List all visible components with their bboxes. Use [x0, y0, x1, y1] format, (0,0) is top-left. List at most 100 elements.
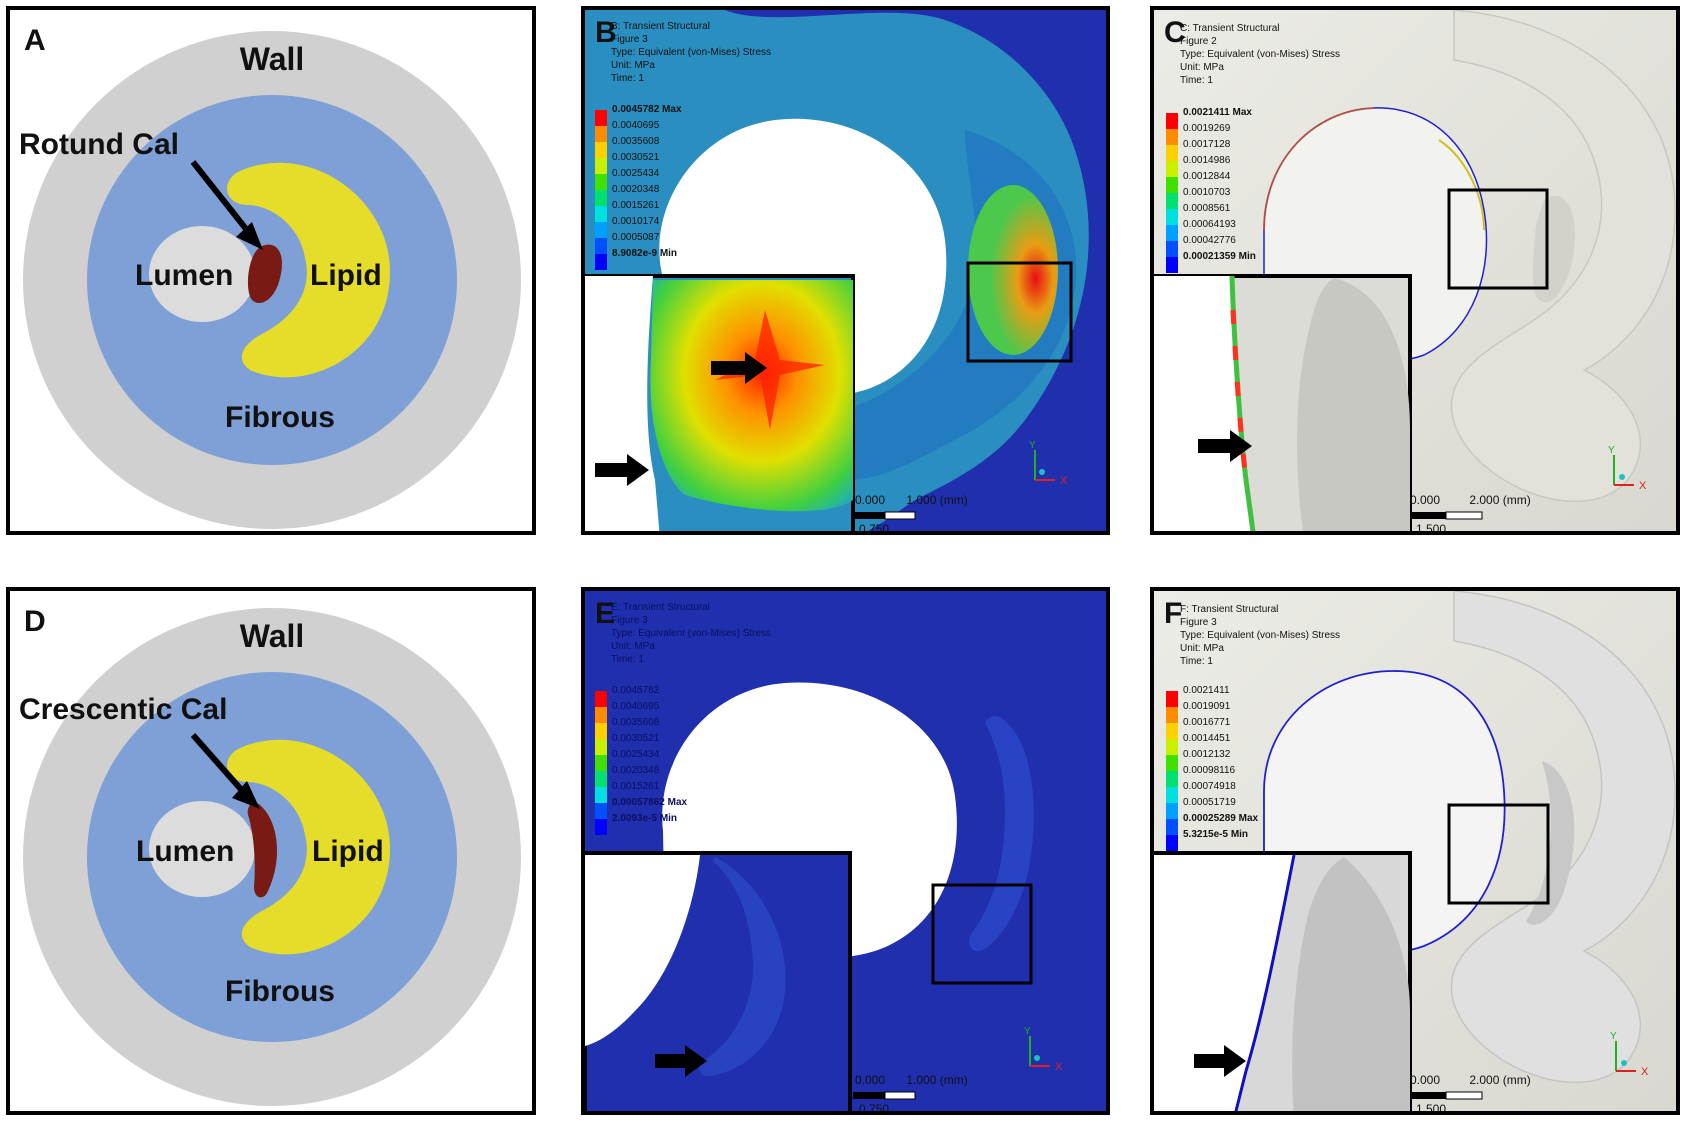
scale-labels-f: 0.000 2.000 (mm) [1410, 1073, 1531, 1087]
result-header-f: F: Transient Structural Figure 3 Type: E… [1180, 604, 1341, 667]
legend-swatch [1166, 241, 1178, 257]
label-calcium: Rotund Cal [19, 128, 179, 161]
legend-swatch [595, 174, 607, 190]
legend-label: 0.0030521 [612, 152, 660, 163]
scale-labels-e: 0.000 1.000 (mm) [855, 1073, 968, 1087]
legend-label: 0.0019269 [1183, 123, 1231, 134]
legend-swatch [1166, 723, 1178, 739]
panel-label-d: D [24, 605, 46, 638]
axis-triad [1619, 474, 1625, 480]
legend-swatch [1166, 145, 1178, 161]
fea-view-c: Y X [1154, 10, 1676, 531]
legend-swatch [595, 755, 607, 771]
fea-view-f: Y X [1154, 591, 1676, 1111]
legend-swatch [1166, 739, 1178, 755]
legend-label: 0.00098116 [1183, 765, 1236, 776]
lumen-region [149, 801, 255, 897]
scale-labels-c: 0.000 2.000 (mm) [1410, 493, 1531, 507]
legend-swatch [1166, 691, 1178, 707]
legend-swatch [595, 158, 607, 174]
legend-label: 0.0040695 [612, 120, 660, 131]
inset-stress-field [650, 280, 853, 512]
lumen-stress-edge [1263, 107, 1375, 231]
axis-y-label: Y [1608, 445, 1615, 456]
scale-bar [1410, 512, 1446, 519]
scale-mid-e: 0.750 [859, 1102, 890, 1115]
lumen-region [149, 226, 255, 322]
legend-swatch [1166, 755, 1178, 771]
legend-swatch [595, 819, 607, 835]
legend-swatch [1166, 771, 1178, 787]
legend-swatch [1166, 209, 1178, 225]
legend-label: 0.00025289 Max [1183, 813, 1259, 824]
scale-bar [853, 1092, 885, 1099]
legend-swatch [595, 110, 607, 126]
legend-swatch [595, 142, 607, 158]
legend-label: 0.0045782 [612, 685, 660, 696]
axis-x-label: X [1639, 480, 1647, 492]
panel-c: Y X C C: Transient Structural Figure 2 T… [1150, 6, 1680, 535]
legend-swatch [1166, 177, 1178, 193]
label-lumen: Lumen [136, 835, 234, 868]
legend-swatch [1166, 129, 1178, 145]
legend-label: 0.0025434 [612, 749, 660, 760]
panel-label-b: B [595, 16, 617, 49]
legend-swatch [1166, 819, 1178, 835]
panel-label-e: E [595, 597, 616, 630]
label-calcium: Crescentic Cal [19, 693, 227, 726]
legend-label: 5.3215e-5 Min [1183, 829, 1249, 840]
axis-y-label: Y [1610, 1031, 1617, 1042]
legend-swatch [595, 771, 607, 787]
legend-label: 2.0093e-5 Min [612, 813, 678, 824]
legend-swatch [595, 723, 607, 739]
legend-label: 0.0021411 Max [1183, 107, 1252, 118]
scale-mid-c: 1.500 [1416, 522, 1447, 535]
legend-swatch [595, 739, 607, 755]
legend-swatch [1166, 161, 1178, 177]
lipid-region [227, 162, 390, 378]
label-wall: Wall [240, 41, 305, 77]
axis-x-label: X [1060, 475, 1068, 487]
legend-swatch [595, 803, 607, 819]
legend-label: 0.0035608 [612, 136, 660, 147]
legend-swatch [1166, 803, 1178, 819]
legend-label: 0.0030521 [612, 733, 660, 744]
result-header-c: C: Transient Structural Figure 2 Type: E… [1180, 23, 1341, 86]
legend-label: 0.00051719 [1183, 797, 1236, 808]
legend-label: 0.0019091 [1183, 701, 1231, 712]
legend-label: 0.0010703 [1183, 187, 1231, 198]
label-fibrous: Fibrous [225, 401, 335, 434]
label-fibrous: Fibrous [225, 975, 335, 1008]
legend-swatch [595, 707, 607, 723]
lipid-stress-region [968, 185, 1058, 355]
legend-label: 0.0005087 [612, 232, 660, 243]
calcium-region [247, 803, 278, 898]
legend-swatch [595, 206, 607, 222]
scale-mid-f: 1.500 [1416, 1102, 1447, 1115]
legend-label: 0.0020348 [612, 765, 660, 776]
zoom-box [931, 883, 1033, 985]
lipid-region [227, 739, 390, 955]
legend-label: 0.0015261 [612, 200, 660, 211]
legend-swatch [1166, 835, 1178, 851]
legend-swatch [1166, 707, 1178, 723]
legend-swatch [595, 787, 607, 803]
panel-label-c: C [1164, 16, 1186, 49]
legend-label: 0.0040695 [612, 701, 660, 712]
legend-label: 0.0035608 [612, 717, 660, 728]
result-header-b: B: Transient Structural Figure 3 Type: E… [611, 21, 772, 84]
legend-label: 0.00057862 Max [612, 797, 688, 808]
label-wall: Wall [240, 618, 305, 654]
axis-y-label: Y [1029, 440, 1036, 451]
legend-label: 0.0021411 [1183, 685, 1230, 696]
calcium-region [247, 244, 282, 304]
panel-f: Y X F F: Transient Structural Figure 3 T… [1150, 587, 1680, 1115]
legend-swatch [1166, 257, 1178, 273]
result-header-e: E: Transient Structural Figure 3 Type: E… [611, 602, 772, 665]
label-lipid: Lipid [312, 835, 384, 868]
legend-swatch [595, 222, 607, 238]
legend-swatch [1166, 193, 1178, 209]
axis-triad [1621, 1060, 1627, 1066]
legend-swatch [595, 254, 607, 270]
panel-label-f: F [1164, 597, 1183, 630]
